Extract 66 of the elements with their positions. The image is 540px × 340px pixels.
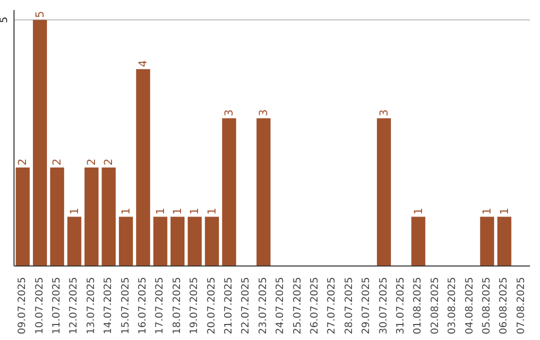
- x-tick-label: 02.08.2025: [430, 277, 441, 334]
- x-tick-label: 12.07.2025: [68, 277, 80, 334]
- data-label: 1: [68, 208, 81, 215]
- data-label: 3: [222, 109, 236, 116]
- x-tick-label: 24.07.2025: [275, 277, 286, 334]
- bar: [50, 168, 64, 266]
- x-tick-label: 23.07.2025: [258, 277, 269, 334]
- x-tick-label: 27.07.2025: [326, 277, 338, 334]
- x-tick-label: 14.07.2025: [103, 277, 114, 334]
- data-label: 4: [136, 60, 150, 68]
- data-label: 3: [257, 109, 270, 116]
- x-tick-label: 07.08.2025: [516, 277, 527, 334]
- bar: [256, 118, 271, 266]
- x-tick-label: 28.07.2025: [344, 277, 355, 334]
- bar: [204, 216, 219, 266]
- bar: [222, 118, 236, 266]
- x-tick-label: 16.07.2025: [138, 277, 148, 334]
- data-label: 1: [119, 208, 132, 215]
- bar: [16, 168, 30, 266]
- bar: [136, 69, 150, 266]
- x-tick-label: 25.07.2025: [292, 277, 304, 334]
- bar: [497, 216, 512, 266]
- data-label: 2: [102, 158, 116, 166]
- bar: [84, 168, 99, 266]
- data-label: 1: [154, 208, 167, 215]
- x-tick-label: 06.08.2025: [498, 277, 510, 334]
- data-label: 1: [498, 208, 511, 215]
- x-tick-label: 13.07.2025: [86, 277, 97, 334]
- bar: [411, 216, 426, 266]
- x-tick-label: 22.07.2025: [240, 277, 252, 334]
- bar: [153, 216, 168, 266]
- bar: [118, 216, 133, 266]
- x-tick-label: 19.07.2025: [189, 277, 200, 334]
- x-tick-label: 30.07.2025: [378, 277, 390, 334]
- x-tick-label: 29.07.2025: [361, 277, 372, 334]
- x-tick-label: 09.07.2025: [17, 277, 28, 334]
- x-tick-label: 20.07.2025: [206, 277, 218, 334]
- x-tick-label: 15.07.2025: [120, 277, 132, 334]
- data-label: 2: [50, 158, 64, 166]
- data-label: 1: [171, 208, 184, 215]
- x-tick-label: 03.08.2025: [447, 277, 458, 334]
- bar: [102, 168, 116, 266]
- data-label: 5: [33, 10, 46, 18]
- data-label: 3: [377, 109, 390, 116]
- data-label: 1: [188, 208, 202, 215]
- x-tick-label: 26.07.2025: [310, 277, 320, 334]
- x-tick-label: 17.07.2025: [154, 277, 166, 334]
- x-tick-label: 11.07.2025: [52, 277, 62, 334]
- bar: [67, 216, 82, 266]
- x-tick-label: 05.08.2025: [482, 277, 492, 334]
- data-label: 1: [205, 208, 218, 215]
- data-label: 1: [412, 208, 425, 215]
- x-tick-label: 31.07.2025: [396, 277, 406, 334]
- data-label: 2: [85, 158, 98, 166]
- bar: [188, 216, 202, 266]
- x-tick-label: 21.07.2025: [224, 277, 234, 334]
- bar: [170, 216, 185, 266]
- x-tick-label: 04.08.2025: [464, 277, 476, 334]
- data-label: 2: [16, 158, 30, 166]
- bar: [480, 216, 494, 266]
- x-tick-label: 10.07.2025: [34, 277, 46, 334]
- bar: [32, 20, 47, 266]
- bar: [376, 118, 391, 266]
- x-tick-label: 01.08.2025: [412, 277, 424, 334]
- data-label: 1: [480, 208, 494, 215]
- x-tick-label: 18.07.2025: [172, 277, 183, 334]
